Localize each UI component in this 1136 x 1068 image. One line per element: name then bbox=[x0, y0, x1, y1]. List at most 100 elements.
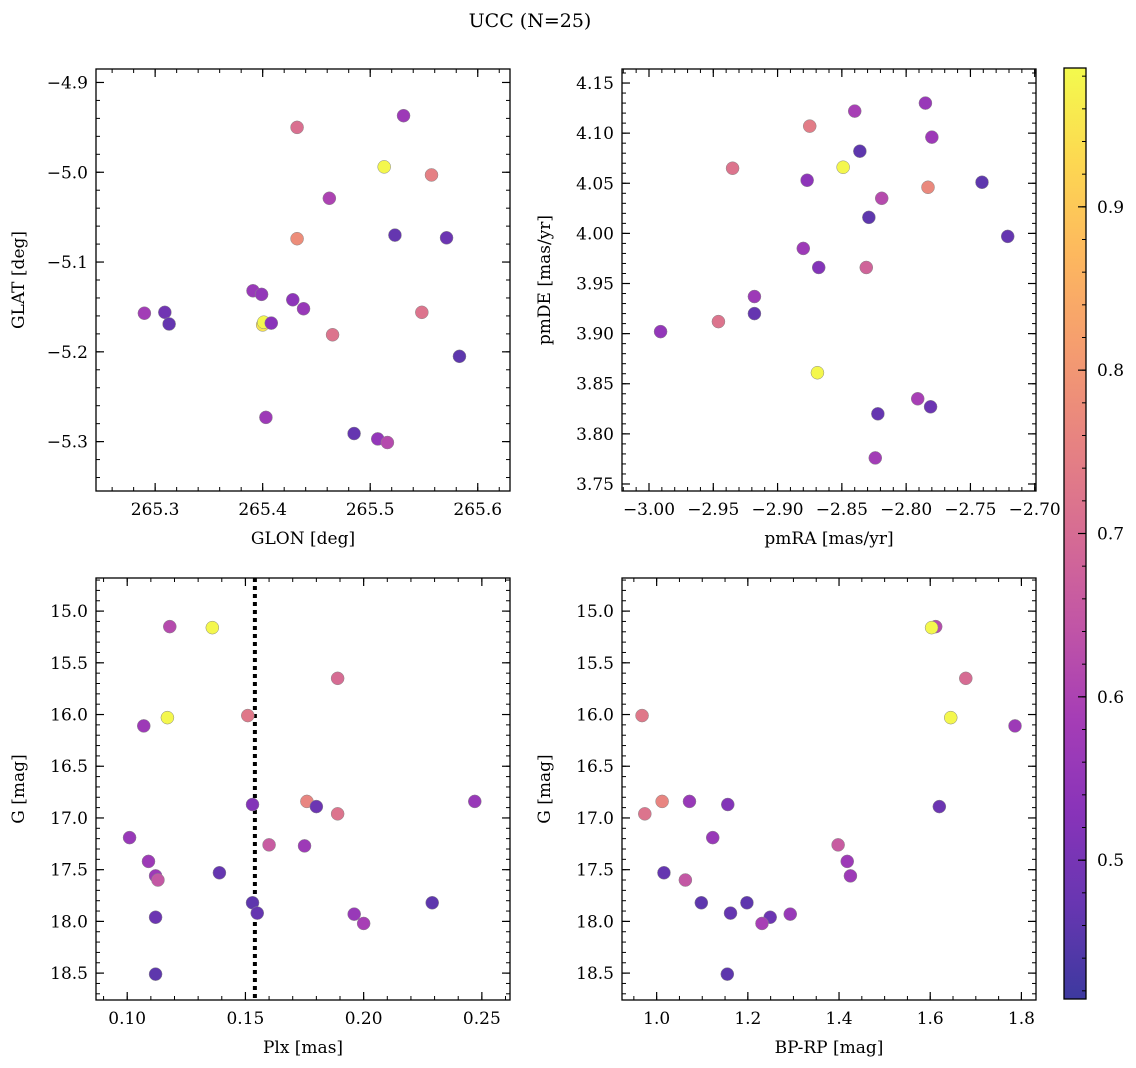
y-tick-label: 4.15 bbox=[576, 74, 614, 94]
y-tick-label: 3.80 bbox=[576, 425, 614, 445]
data-point bbox=[694, 896, 709, 910]
x-tick-label: 265.5 bbox=[346, 500, 395, 520]
y-tick-label: 3.90 bbox=[576, 325, 614, 345]
x-tick-label: 265.3 bbox=[131, 500, 180, 520]
data-point bbox=[796, 241, 811, 256]
y-tick-label: 3.95 bbox=[576, 275, 614, 295]
data-point bbox=[322, 191, 337, 206]
data-point bbox=[635, 708, 649, 723]
colorbar-tick-label: 0.5 bbox=[1097, 851, 1124, 871]
y-tick-label: 17.0 bbox=[50, 809, 88, 829]
y-tick-label: −5.3 bbox=[47, 433, 88, 453]
data-point bbox=[836, 160, 850, 174]
data-point bbox=[655, 794, 669, 809]
data-point bbox=[840, 854, 854, 869]
data-point bbox=[831, 838, 845, 852]
y-tick-label: 3.85 bbox=[576, 375, 614, 395]
scatter-points bbox=[653, 96, 1015, 465]
data-point bbox=[259, 410, 273, 425]
y-axis-label: GLAT [deg] bbox=[9, 231, 29, 329]
data-point bbox=[388, 228, 402, 242]
axes-frame bbox=[621, 577, 1037, 1001]
data-point bbox=[151, 873, 165, 887]
y-tick-label: 15.5 bbox=[576, 654, 614, 674]
data-point bbox=[657, 866, 671, 880]
x-tick-label: −2.75 bbox=[944, 500, 996, 520]
data-point bbox=[747, 306, 762, 321]
data-point bbox=[162, 317, 176, 331]
x-tick-label: 1.2 bbox=[734, 1009, 761, 1029]
data-point bbox=[862, 210, 876, 225]
data-point bbox=[424, 168, 439, 182]
data-point bbox=[330, 807, 345, 821]
data-point bbox=[141, 854, 156, 869]
colorbar-tick-label: 0.7 bbox=[1097, 525, 1124, 545]
y-tick-label: 17.5 bbox=[50, 861, 88, 881]
y-tick-label: 18.0 bbox=[50, 912, 88, 932]
data-point bbox=[705, 830, 720, 845]
data-point bbox=[871, 407, 885, 421]
data-point bbox=[148, 910, 163, 925]
data-point bbox=[932, 799, 947, 814]
y-tick-label: −5.1 bbox=[47, 253, 88, 273]
data-point bbox=[925, 130, 939, 144]
y-tick-label: 18.5 bbox=[576, 964, 614, 984]
data-point bbox=[918, 96, 933, 110]
x-tick-label: 0.25 bbox=[463, 1009, 501, 1029]
x-tick-label: 1.0 bbox=[643, 1009, 670, 1029]
data-point bbox=[254, 287, 269, 302]
y-tick-label: 17.0 bbox=[576, 809, 614, 829]
data-point bbox=[250, 906, 264, 920]
data-point bbox=[396, 108, 411, 123]
data-point bbox=[296, 301, 311, 316]
panel-4: 1.0 1.2 1.4 1.6 1.8 15.0 15.5 16.0 16.5 17.0 17.5 1… bbox=[535, 577, 1037, 1058]
y-tick-label: −5.2 bbox=[47, 343, 88, 363]
data-point bbox=[137, 719, 151, 733]
data-point bbox=[721, 797, 735, 812]
data-point bbox=[874, 191, 889, 206]
scatter-points bbox=[122, 619, 482, 981]
y-axis-label: G [mag] bbox=[9, 754, 29, 823]
data-point bbox=[811, 260, 826, 275]
data-point bbox=[245, 797, 260, 812]
data-point bbox=[425, 896, 439, 910]
data-point bbox=[959, 671, 973, 686]
x-tick-label: 1.4 bbox=[826, 1009, 853, 1029]
y-tick-label: 3.75 bbox=[576, 475, 614, 495]
y-tick-label: 4.00 bbox=[576, 224, 614, 244]
figure-title: UCC (N=25) bbox=[469, 10, 592, 32]
x-tick-label: −2.85 bbox=[816, 500, 868, 520]
x-tick-label: 265.6 bbox=[453, 500, 502, 520]
data-point bbox=[122, 830, 137, 845]
data-point bbox=[923, 400, 938, 414]
data-point bbox=[859, 260, 874, 275]
y-tick-label: 18.5 bbox=[50, 964, 88, 984]
y-tick-label: −5.0 bbox=[47, 163, 88, 183]
data-point bbox=[205, 620, 220, 635]
data-point bbox=[347, 907, 361, 921]
x-tick-label: 265.4 bbox=[238, 500, 287, 520]
colorbar: 0.5 0.6 0.7 0.8 0.9 bbox=[1063, 67, 1124, 1000]
colorbar-tick-label: 0.9 bbox=[1097, 198, 1124, 218]
data-point bbox=[800, 173, 814, 188]
data-point bbox=[309, 799, 324, 814]
data-point bbox=[356, 916, 371, 931]
data-point bbox=[212, 866, 227, 880]
y-tick-label: 16.5 bbox=[50, 757, 88, 777]
y-axis-label: pmDE [mas/yr] bbox=[535, 215, 555, 345]
data-point bbox=[810, 365, 825, 380]
data-point bbox=[148, 967, 163, 981]
x-tick-label: −2.90 bbox=[752, 500, 804, 520]
data-point bbox=[262, 838, 276, 852]
data-point bbox=[638, 807, 652, 821]
data-point bbox=[415, 305, 429, 320]
axes-frame bbox=[95, 577, 511, 1001]
data-point bbox=[847, 104, 862, 118]
y-tick-label: 16.0 bbox=[50, 706, 88, 726]
colorbar-tick-label: 0.6 bbox=[1097, 688, 1124, 708]
data-point bbox=[740, 896, 754, 910]
data-point bbox=[264, 316, 279, 330]
data-point bbox=[452, 349, 467, 364]
data-point bbox=[241, 708, 255, 723]
